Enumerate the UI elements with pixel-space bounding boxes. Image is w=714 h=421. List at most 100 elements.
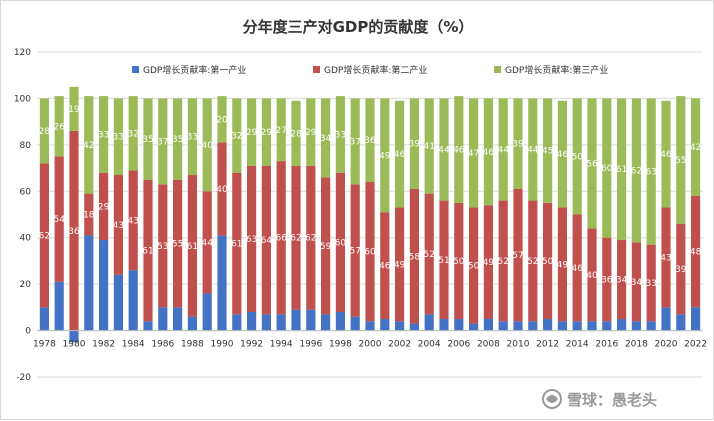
bar-segment	[54, 281, 64, 331]
bar-segment	[128, 270, 138, 331]
bar-segment	[483, 205, 493, 319]
bar-segment	[424, 98, 434, 194]
x-tick-label: 2002	[388, 340, 411, 350]
chart-title: 分年度三产对GDP的贡献度（%）	[243, 18, 474, 36]
data-label: 58	[409, 252, 421, 262]
bar-segment	[202, 293, 212, 331]
bar-segment	[380, 318, 390, 331]
bar-segment	[469, 323, 479, 331]
data-label: 46	[571, 264, 583, 274]
x-tick-label: 1992	[240, 340, 263, 350]
data-label: 62	[290, 234, 301, 244]
data-label: 32	[127, 129, 138, 139]
x-tick-label: 2016	[595, 340, 618, 350]
bar-segment	[187, 175, 197, 317]
bar-segment	[173, 179, 183, 308]
data-label: 29	[246, 128, 258, 138]
data-label: 52	[423, 250, 434, 260]
bar-segment	[84, 193, 94, 236]
data-label: 40	[586, 271, 598, 281]
data-label: 48	[690, 248, 702, 258]
bar-segment	[513, 321, 523, 331]
bar-segment	[691, 307, 701, 331]
data-label: 29	[261, 128, 273, 138]
data-label: 61	[616, 165, 627, 175]
bar-segment	[617, 98, 627, 241]
data-label: 49	[394, 260, 406, 270]
x-tick-label: 1996	[299, 340, 322, 350]
bar-segment	[409, 98, 419, 189]
data-label: 63	[645, 168, 656, 178]
bar-segment	[454, 318, 464, 331]
bar-segment	[439, 318, 449, 331]
data-label: 62	[39, 231, 50, 241]
data-label: 46	[394, 150, 406, 160]
data-label: 50	[468, 262, 480, 272]
data-label: 37	[157, 137, 168, 147]
bar-segment	[543, 202, 553, 319]
data-label: 52	[527, 257, 538, 267]
bar-segment	[661, 207, 671, 308]
x-tick-label: 1994	[270, 340, 293, 350]
bar-segment	[202, 191, 212, 294]
bar-segment	[350, 316, 360, 331]
data-label: 46	[483, 148, 495, 158]
bar-segment	[469, 98, 479, 208]
watermark: 雪球：愚老头	[542, 389, 657, 409]
bar-segment	[69, 330, 79, 343]
bar-segment	[128, 96, 138, 171]
bar-segment	[587, 321, 597, 331]
data-label: 20	[216, 115, 228, 125]
bar-segment	[321, 177, 331, 315]
data-label: 29	[305, 128, 317, 138]
bar-segment	[69, 130, 79, 331]
bar-segment	[676, 223, 686, 315]
bar-segment	[691, 98, 701, 196]
data-label: 43	[113, 221, 124, 231]
bar-segment	[424, 193, 434, 315]
data-label: 46	[557, 150, 569, 160]
data-label: 50	[571, 152, 583, 162]
data-label: 59	[320, 242, 332, 252]
legend-swatch	[313, 66, 320, 73]
data-label: 49	[379, 151, 391, 161]
bar-segment	[276, 161, 286, 315]
bar-segment	[261, 165, 271, 315]
data-label: 33	[335, 130, 346, 140]
bar-segment	[306, 98, 316, 166]
data-label: 45	[542, 147, 553, 157]
bar-segment	[365, 321, 375, 331]
data-label: 57	[349, 246, 360, 256]
bar-segment	[291, 309, 301, 331]
data-label: 56	[586, 159, 598, 169]
bar-segment	[543, 318, 553, 331]
bar-segment	[572, 321, 582, 331]
bar-segment	[99, 240, 109, 331]
bar-segment	[498, 98, 508, 201]
bar-segment	[247, 165, 257, 312]
bar-segment	[69, 86, 79, 131]
snowball-logo-icon	[542, 389, 562, 409]
data-label: 50	[453, 257, 465, 267]
data-label: 35	[172, 135, 183, 145]
legend-swatch	[494, 66, 501, 73]
bar-segment	[646, 98, 656, 245]
bar-segment	[276, 98, 286, 162]
bar-segment	[247, 98, 257, 166]
data-label: 55	[675, 156, 686, 166]
x-tick-label: 1988	[181, 340, 204, 350]
bar-segment	[513, 188, 523, 322]
x-tick-label: 2000	[359, 340, 382, 350]
bar-segment	[602, 98, 612, 238]
x-tick-label: 1998	[329, 340, 352, 350]
y-tick-label: 20	[20, 280, 32, 290]
data-label: 40	[216, 185, 228, 195]
data-labels: 62 28 54 26 36 19 18 42 29 33 43 33 43 32 61 35 53 37 55 35…	[39, 105, 702, 289]
data-label: 36	[68, 227, 80, 237]
bar-segment	[39, 163, 49, 308]
data-label: 46	[453, 146, 465, 156]
data-label: 40	[201, 141, 213, 151]
data-label: 55	[172, 240, 183, 250]
bar-segment	[291, 100, 301, 166]
